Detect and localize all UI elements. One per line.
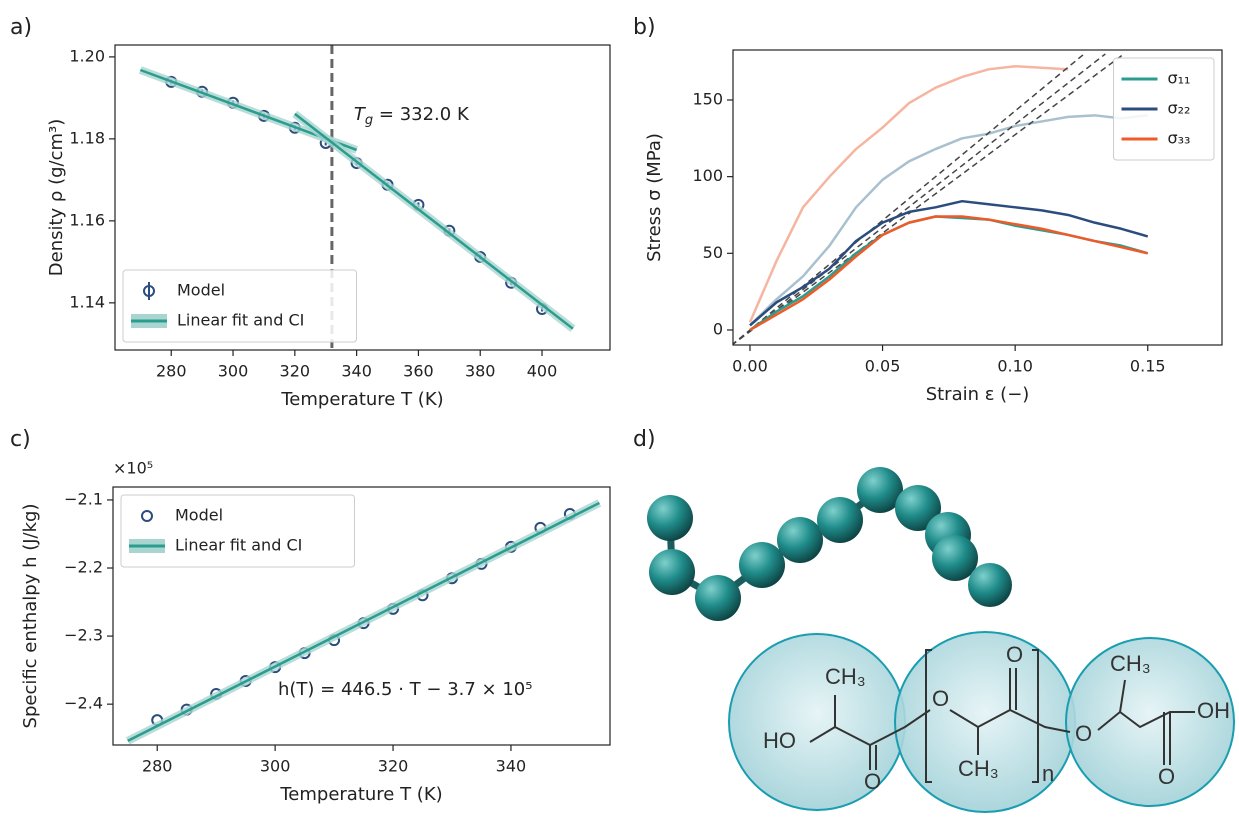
y-tick-label: 1.16 <box>69 210 105 229</box>
molecule-chain <box>647 467 1012 621</box>
modulus-line <box>733 53 1125 345</box>
y-tick-label: −2.3 <box>64 626 103 645</box>
y-tick-label: −2.2 <box>64 558 103 577</box>
chem-label: CH₃ <box>825 664 866 689</box>
x-axis-label: Temperature T (K) <box>280 389 443 410</box>
y-tick-label: 1.14 <box>69 292 105 311</box>
legend-box <box>122 269 357 343</box>
chem-label: O <box>1158 764 1175 789</box>
chem-label: O <box>1075 721 1092 746</box>
y-tick-label: −2.1 <box>64 489 103 508</box>
legend: Model Linear fit and CI <box>122 269 357 343</box>
x-tick-label: 380 <box>465 362 496 381</box>
fit-line <box>127 501 600 743</box>
y-tick-label: 50 <box>703 243 723 262</box>
panel-label: c) <box>10 427 31 452</box>
structure-bonds <box>809 649 1195 783</box>
chem-label: O <box>1006 642 1023 667</box>
x-tick-label: 0.00 <box>732 357 768 376</box>
x-tick-label: 300 <box>260 757 291 776</box>
legend-swatch <box>141 510 153 522</box>
x-tick-label: 340 <box>496 757 527 776</box>
legend-label: σ₂₂ <box>1168 99 1191 118</box>
faded-line <box>748 65 1069 323</box>
line <box>749 215 1149 332</box>
y-tick-label: 1.20 <box>69 46 105 65</box>
plot-area <box>125 499 602 745</box>
chem-label: OH <box>1197 698 1230 723</box>
y-tick-label: 100 <box>692 166 723 185</box>
y-tick-label: 1.18 <box>69 128 105 147</box>
legend: Model Linear fit and CI <box>120 494 355 568</box>
y-axis-label: Stress σ (MPa) <box>644 133 665 262</box>
y-axis-label: Density ρ (g/cm³) <box>46 119 67 276</box>
x-tick-label: 360 <box>403 362 434 381</box>
legend-label: Model <box>177 281 225 300</box>
y-tick-label: 150 <box>692 89 723 108</box>
x-tick-label: 340 <box>341 362 372 381</box>
annotation-part: = 332.0 K <box>373 104 470 125</box>
frame <box>732 49 1223 346</box>
annotation: h(T) = 446.5 · T − 3.7 × 10⁵ <box>278 679 532 700</box>
legend-label: σ₃₃ <box>1168 129 1191 148</box>
chart: 0.00 0.05 0.10 0.15 0 50 100 150 Strain ε (−) Str… <box>644 49 1223 405</box>
chem-label: n <box>1042 761 1054 786</box>
legend-swatch <box>143 285 155 297</box>
frame <box>112 486 611 746</box>
line <box>749 215 1149 332</box>
x-tick-label: 0.05 <box>865 357 901 376</box>
legend-box <box>1113 57 1215 161</box>
legend-box <box>120 494 355 568</box>
fit-line <box>294 112 574 330</box>
annotation-part: T <box>354 104 367 125</box>
chart: 280 300 320 340 −2.4 −2.3 −2.2 −2.1 Temperature … <box>20 459 611 805</box>
x-tick-label: 0.15 <box>1130 357 1166 376</box>
plot-area <box>733 53 1149 345</box>
legend-label: Linear fit and CI <box>175 536 302 555</box>
y-axis-label: Specific enthalpy h (J/kg) <box>20 504 41 729</box>
legend-label: Linear fit and CI <box>177 311 304 330</box>
x-axis-label: Temperature T (K) <box>279 784 442 805</box>
offset-label: ×10⁵ <box>113 459 153 478</box>
legend-label: Model <box>175 506 223 525</box>
x-tick-label: 280 <box>156 362 187 381</box>
y-tick-label: 0 <box>713 319 723 338</box>
panel-label: a) <box>10 15 32 40</box>
faded-line <box>749 114 1148 327</box>
x-tick-label: 0.10 <box>997 357 1033 376</box>
line <box>749 199 1149 327</box>
chem-label: CH₃ <box>1110 651 1151 676</box>
x-tick-label: 320 <box>280 362 311 381</box>
x-tick-label: 280 <box>142 757 173 776</box>
y-tick-label: −2.4 <box>64 694 103 713</box>
x-tick-label: 300 <box>218 362 249 381</box>
x-axis-label: Strain ε (−) <box>926 384 1030 405</box>
legend: σ₁₁ σ₂₂ σ₃₃ <box>1113 57 1215 161</box>
chem-label: CH₃ <box>958 756 999 781</box>
frame <box>114 44 611 351</box>
modulus-line <box>733 53 1085 345</box>
chem-label: O <box>932 686 949 711</box>
panel-label: b) <box>633 15 656 40</box>
legend-label: σ₁₁ <box>1168 69 1191 88</box>
annotation-part: g <box>365 113 373 128</box>
x-tick-label: 320 <box>378 757 409 776</box>
annotation: Tg = 332.0 K <box>354 104 470 128</box>
chem-label: O <box>864 769 881 794</box>
modulus-line <box>733 53 1106 345</box>
panel-label: d) <box>633 427 656 452</box>
chart: 280 300 320 340 360 380 400 1.14 1.16 1.18 1.20 Tem… <box>46 44 611 410</box>
chem-label: HO <box>763 728 796 753</box>
x-tick-label: 400 <box>527 362 558 381</box>
